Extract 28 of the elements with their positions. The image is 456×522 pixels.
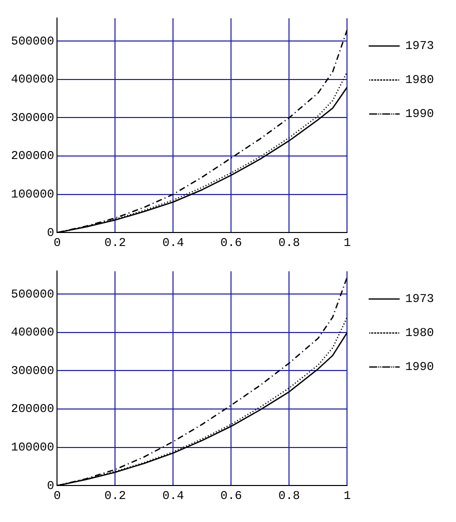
legend-label: 1990 [405,360,434,374]
legend-label: 1980 [405,326,434,340]
y-tick-label: 100000 [10,187,54,202]
legend-label: 1980 [405,73,434,88]
x-tick-label: 0.8 [278,488,300,503]
y-tick-label: 400000 [10,72,54,87]
y-tick-label: 400000 [10,326,54,340]
y-tick-label: 0 [47,226,54,240]
y-tick-label: 500000 [10,287,54,302]
x-tick-label: 0.6 [220,236,242,250]
y-tick-label: 200000 [10,149,54,164]
y-tick-label: 0 [47,478,54,493]
y-tick-label: 200000 [10,402,54,416]
x-tick-label: 0.6 [220,488,242,503]
x-tick-label: 1 [344,488,351,503]
y-tick-label: 100000 [10,440,54,454]
y-tick-label: 300000 [10,364,54,378]
legend-label: 1990 [405,107,434,122]
x-tick-label: 0.4 [162,488,184,503]
legend-label: 1973 [405,292,434,306]
legend-label: 1973 [405,39,434,54]
y-tick-label: 500000 [10,34,54,48]
x-tick-label: 1 [344,236,351,250]
x-tick-label: 0.2 [104,488,126,503]
x-tick-label: 0.8 [278,236,300,250]
y-tick-label: 300000 [10,110,54,125]
x-tick-label: 0.4 [162,236,184,250]
x-tick-label: 0.2 [104,236,126,250]
